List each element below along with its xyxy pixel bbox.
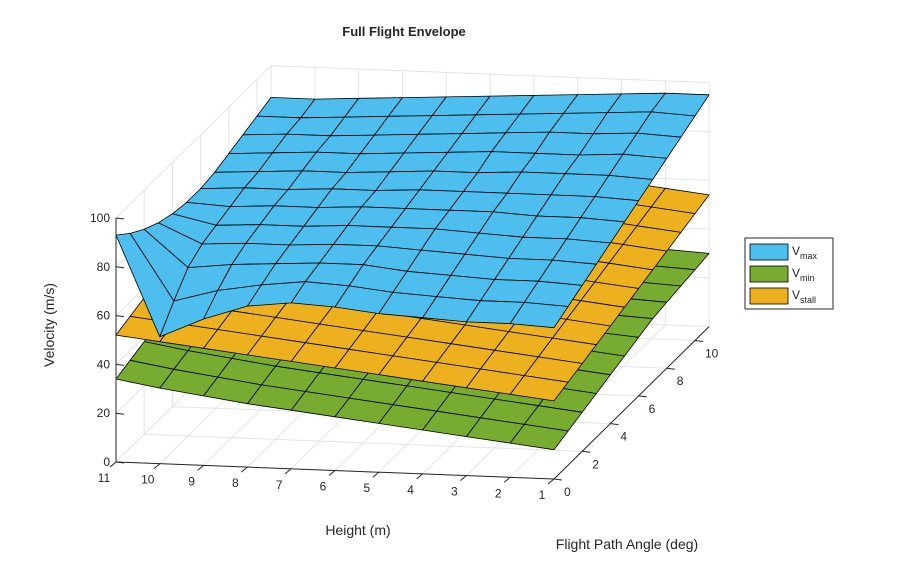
z-tick — [115, 363, 125, 366]
surface-face-max — [509, 301, 569, 329]
tick-labels: 0 20 40 60 80 100 1 2 3 4 5 6 7 8 9 10 11 0 2 4 6 8 10 — [90, 211, 719, 502]
x-tick — [197, 465, 204, 471]
x-tick — [460, 475, 467, 481]
x-tick — [547, 478, 555, 485]
grid-line — [115, 65, 272, 219]
z-tick-label: 20 — [97, 406, 111, 420]
x-tick-label: 9 — [188, 474, 195, 488]
x-tick-label: 8 — [232, 476, 239, 490]
x-tick — [503, 476, 511, 483]
y-axis-label: Flight Path Angle (deg) — [556, 536, 698, 552]
y-tick — [582, 450, 591, 453]
y-tick — [638, 395, 647, 398]
grid-line — [271, 65, 710, 84]
x-tick — [153, 463, 161, 470]
z-tick-label: 100 — [90, 211, 110, 225]
y-tick — [694, 340, 704, 342]
z-tick — [115, 315, 125, 318]
z-tick — [115, 461, 125, 464]
x-tick — [416, 473, 423, 480]
x-tick — [109, 461, 117, 468]
y-tick-label: 0 — [564, 485, 571, 499]
y-tick-label: 4 — [620, 430, 627, 444]
x-tick — [284, 468, 292, 475]
x-tick-label: 1 — [539, 488, 546, 502]
z-axis-label: Velocity (m/s) — [41, 283, 57, 367]
x-tick-label: 3 — [451, 485, 458, 499]
surface-face-stall — [509, 375, 569, 402]
x-tick-label: 5 — [363, 481, 370, 495]
y-tick-label: 10 — [705, 347, 719, 361]
z-tick — [115, 412, 125, 415]
y-tick — [666, 367, 675, 370]
x-tick — [372, 471, 380, 478]
y-tick-label: 6 — [649, 402, 656, 416]
y-tick-label: 8 — [677, 374, 684, 388]
x-tick — [241, 466, 248, 473]
x-tick-label: 2 — [495, 486, 502, 500]
chart-title: Full Flight Envelope — [342, 24, 466, 39]
x-tick-label: 4 — [407, 483, 414, 497]
x-tick-label: 10 — [141, 473, 155, 487]
y-tick-label: 2 — [592, 457, 599, 471]
legend-swatch-stall — [749, 287, 789, 305]
x-tick-label: 7 — [276, 478, 283, 492]
y-axis-line — [553, 326, 710, 480]
x-tick — [328, 470, 336, 476]
legend-swatch-min — [749, 265, 789, 283]
x-axis-label: Height (m) — [325, 522, 390, 538]
z-tick-label: 80 — [97, 260, 111, 274]
z-tick-label: 0 — [103, 455, 110, 469]
z-tick-label: 40 — [97, 357, 111, 371]
y-tick — [610, 423, 619, 426]
grid-line — [144, 433, 583, 452]
surface-face-min — [509, 423, 569, 451]
surface-plots — [115, 92, 710, 451]
x-tick-label: 6 — [320, 480, 327, 494]
z-tick-label: 60 — [97, 309, 111, 323]
z-tick — [115, 266, 125, 269]
y-tick — [553, 478, 563, 481]
z-tick — [115, 217, 125, 220]
x-tick-label: 11 — [98, 471, 111, 485]
legend-swatch-max — [749, 243, 789, 261]
